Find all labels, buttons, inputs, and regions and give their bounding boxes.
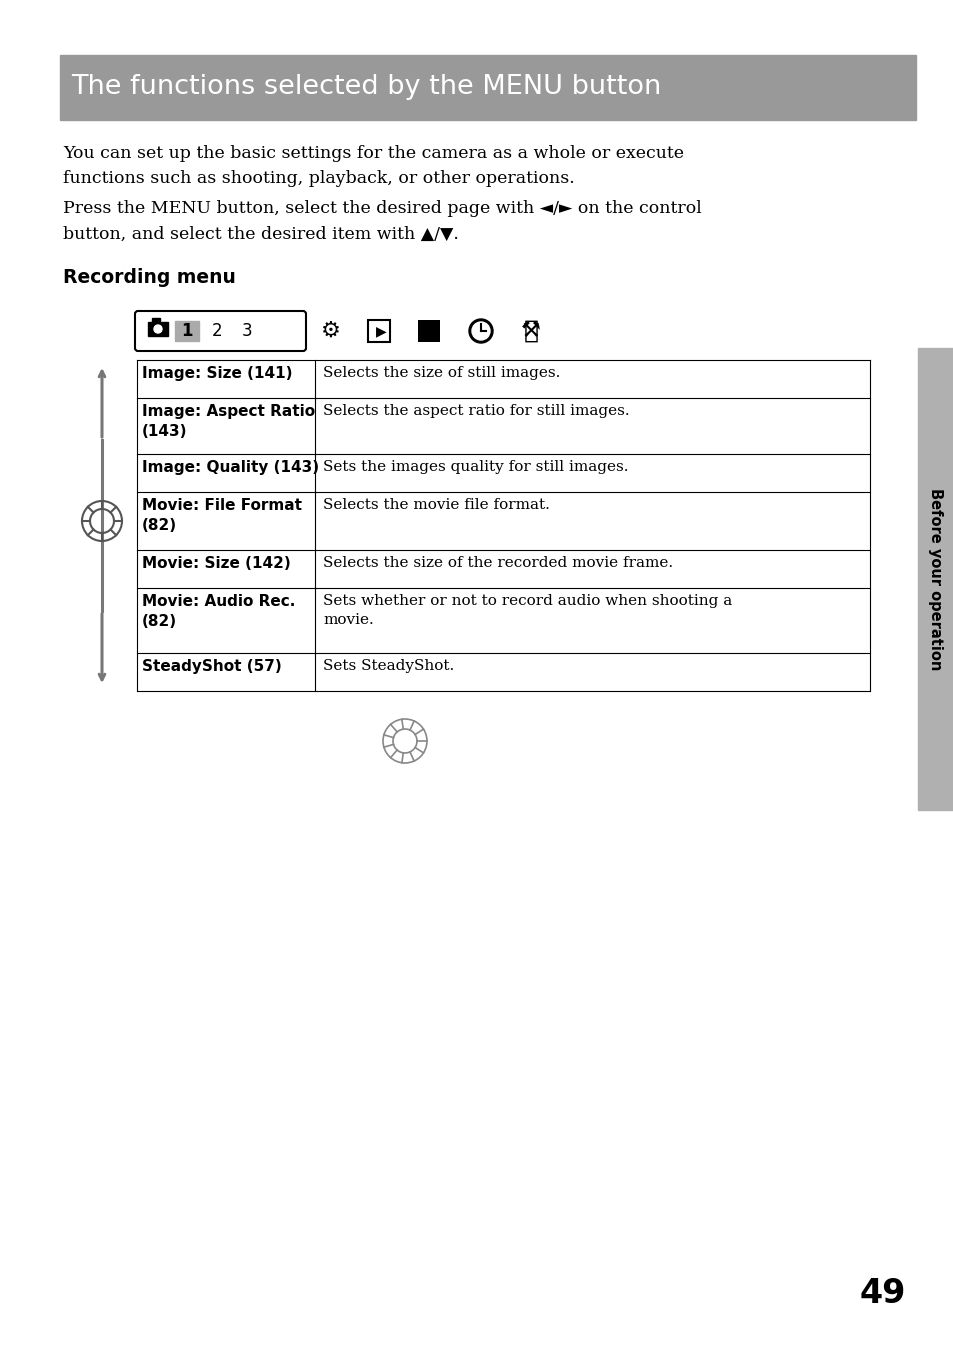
Bar: [174, 321, 199, 342]
Bar: [60, 55, 915, 120]
Text: Movie: Size (142): Movie: Size (142): [142, 555, 291, 572]
Text: ⚙: ⚙: [320, 321, 340, 342]
Text: Before your operation: Before your operation: [927, 488, 943, 670]
Text: Movie: Audio Rec.
(82): Movie: Audio Rec. (82): [142, 594, 295, 629]
Text: 49: 49: [859, 1276, 905, 1310]
Text: ⏰: ⏰: [474, 321, 487, 342]
Text: ■: ■: [420, 321, 441, 342]
Text: Image: Quality (143): Image: Quality (143): [142, 460, 319, 475]
Text: You can set up the basic settings for the camera as a whole or execute
functions: You can set up the basic settings for th…: [63, 145, 683, 187]
Text: 1: 1: [181, 321, 193, 340]
Text: Sets the images quality for still images.: Sets the images quality for still images…: [323, 460, 628, 473]
Text: ▶: ▶: [375, 324, 386, 338]
Bar: [152, 317, 160, 323]
Circle shape: [153, 325, 162, 334]
Text: Press the MENU button, select the desired page with ◄/► on the control
button, a: Press the MENU button, select the desire…: [63, 200, 701, 242]
Text: Recording menu: Recording menu: [63, 268, 235, 286]
Text: Selects the size of still images.: Selects the size of still images.: [323, 366, 559, 381]
Circle shape: [469, 319, 493, 343]
Text: ▶: ▶: [372, 321, 389, 342]
Text: Image: Aspect Ratio
(143): Image: Aspect Ratio (143): [142, 404, 314, 438]
Bar: [917, 348, 953, 810]
Text: ⛯: ⛯: [523, 319, 537, 343]
FancyBboxPatch shape: [135, 311, 306, 351]
Text: The functions selected by the MENU button: The functions selected by the MENU butto…: [71, 74, 660, 101]
Text: 2: 2: [212, 321, 222, 340]
Text: 3: 3: [241, 321, 252, 340]
Bar: [417, 320, 439, 342]
Text: Selects the size of the recorded movie frame.: Selects the size of the recorded movie f…: [323, 555, 673, 570]
Circle shape: [472, 321, 490, 340]
Bar: [368, 320, 390, 342]
Text: Image: Size (141): Image: Size (141): [142, 366, 293, 381]
Bar: [148, 321, 168, 336]
Text: ⚒: ⚒: [520, 321, 540, 342]
Text: Selects the movie file format.: Selects the movie file format.: [323, 498, 549, 512]
Text: Selects the aspect ratio for still images.: Selects the aspect ratio for still image…: [323, 404, 629, 418]
Text: Sets SteadyShot.: Sets SteadyShot.: [323, 659, 454, 672]
Text: Movie: File Format
(82): Movie: File Format (82): [142, 498, 302, 533]
Text: Sets whether or not to record audio when shooting a
movie.: Sets whether or not to record audio when…: [323, 594, 732, 628]
Text: SteadyShot (57): SteadyShot (57): [142, 659, 281, 674]
